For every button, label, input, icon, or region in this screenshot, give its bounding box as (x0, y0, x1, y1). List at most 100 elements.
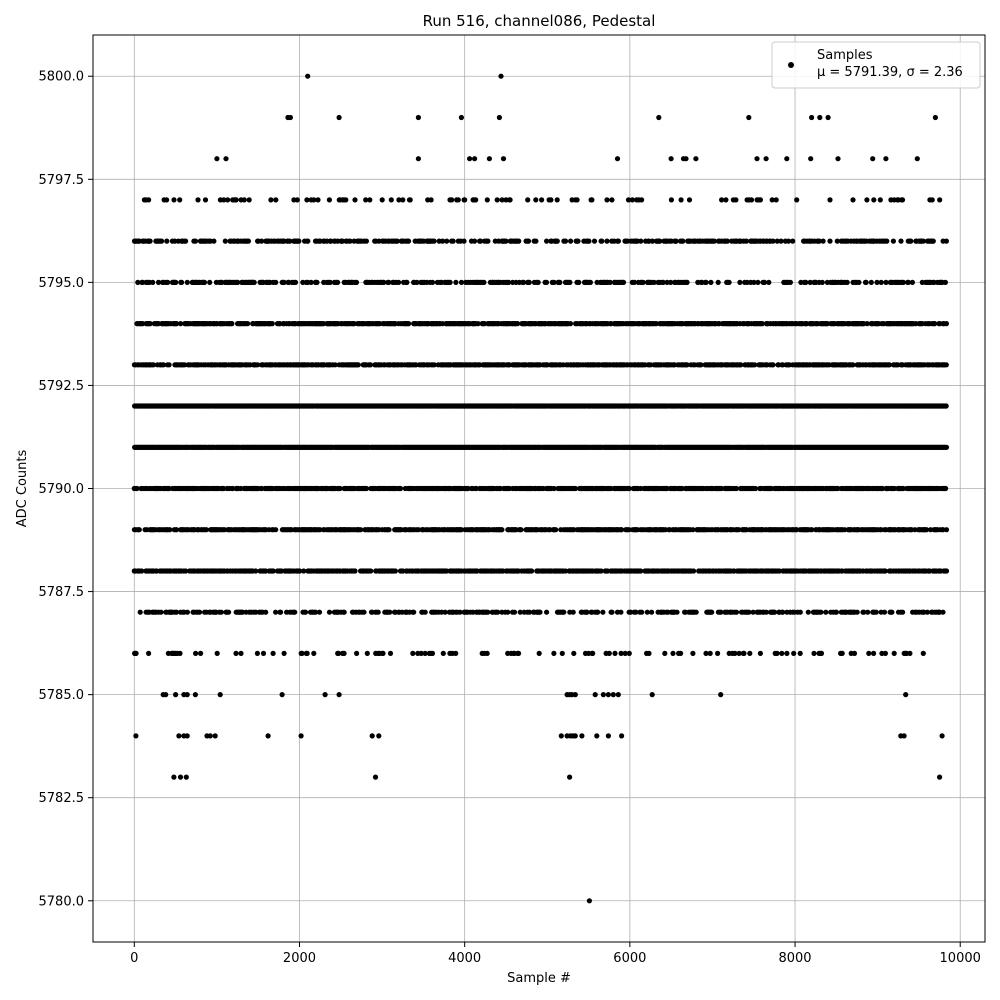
data-point (914, 156, 920, 162)
data-point (785, 238, 792, 244)
data-point (499, 527, 505, 533)
data-point (803, 279, 809, 285)
data-point (631, 279, 637, 285)
data-point (525, 238, 532, 244)
data-point (751, 279, 757, 285)
data-point (347, 238, 353, 244)
data-point (444, 238, 450, 244)
data-point (245, 321, 251, 327)
data-point (787, 279, 794, 285)
data-point (640, 279, 646, 285)
data-point (246, 197, 252, 203)
data-point (146, 197, 152, 203)
data-point (281, 279, 287, 285)
data-point (820, 238, 826, 244)
data-point (942, 279, 949, 285)
data-point (386, 279, 392, 285)
data-point (332, 362, 338, 368)
data-point (235, 279, 241, 285)
data-point (499, 197, 505, 203)
data-point (164, 197, 170, 203)
data-point (653, 321, 659, 327)
data-point (245, 238, 251, 244)
data-point (825, 114, 831, 121)
data-point (386, 527, 392, 533)
data-point (864, 321, 870, 327)
data-point (462, 197, 468, 203)
data-point (269, 321, 275, 327)
data-point (553, 527, 559, 533)
data-point (173, 279, 179, 285)
data-point (890, 238, 897, 244)
data-point (255, 362, 261, 368)
data-point (179, 279, 185, 285)
data-point (136, 527, 142, 533)
data-point (167, 527, 173, 533)
data-point (614, 156, 621, 162)
data-point (159, 238, 165, 244)
data-point (516, 238, 522, 244)
data-point (884, 238, 890, 244)
data-point (379, 197, 385, 203)
data-point (287, 114, 293, 121)
data-point (567, 279, 573, 285)
data-point (620, 279, 627, 285)
data-point (808, 156, 814, 162)
data-point (660, 279, 666, 285)
data-point (515, 321, 521, 327)
data-point (453, 279, 459, 285)
data-point (164, 238, 170, 244)
data-point (626, 485, 632, 492)
data-point (294, 197, 300, 203)
data-point (898, 238, 904, 244)
data-point (315, 197, 321, 203)
data-point (604, 238, 610, 244)
data-point (905, 279, 911, 285)
data-point (943, 321, 950, 327)
data-point (743, 238, 750, 244)
data-point (668, 279, 674, 285)
data-point (195, 197, 201, 203)
data-point (233, 197, 239, 203)
data-point (486, 156, 492, 162)
data-point (314, 279, 320, 285)
data-point (599, 238, 605, 244)
data-point (638, 238, 644, 244)
data-point (733, 197, 739, 203)
data-point (871, 197, 877, 203)
data-point (770, 238, 776, 244)
data-point (572, 485, 579, 492)
data-point (526, 279, 532, 285)
data-point (656, 114, 662, 121)
data-point (214, 156, 220, 162)
data-point (878, 279, 884, 285)
data-point (698, 362, 704, 368)
data-point (759, 321, 765, 327)
data-point (715, 279, 721, 285)
data-point (458, 279, 465, 285)
data-point (900, 279, 906, 285)
data-point (450, 238, 456, 244)
data-point (221, 197, 227, 203)
data-point (844, 279, 850, 285)
data-point (397, 485, 404, 492)
data-point (587, 279, 594, 285)
data-point (609, 197, 615, 203)
data-point (500, 156, 507, 162)
data-point (484, 197, 490, 203)
data-point (268, 197, 274, 203)
data-point (864, 197, 870, 203)
data-point (567, 321, 574, 327)
data-point (607, 279, 613, 285)
data-point (548, 197, 554, 203)
data-point (135, 279, 141, 285)
data-point (708, 279, 714, 285)
data-point (719, 197, 725, 203)
data-point (554, 197, 560, 203)
data-point (431, 362, 437, 368)
data-point (920, 238, 926, 244)
data-point (335, 279, 341, 285)
data-point (668, 197, 675, 203)
data-point (738, 362, 744, 368)
